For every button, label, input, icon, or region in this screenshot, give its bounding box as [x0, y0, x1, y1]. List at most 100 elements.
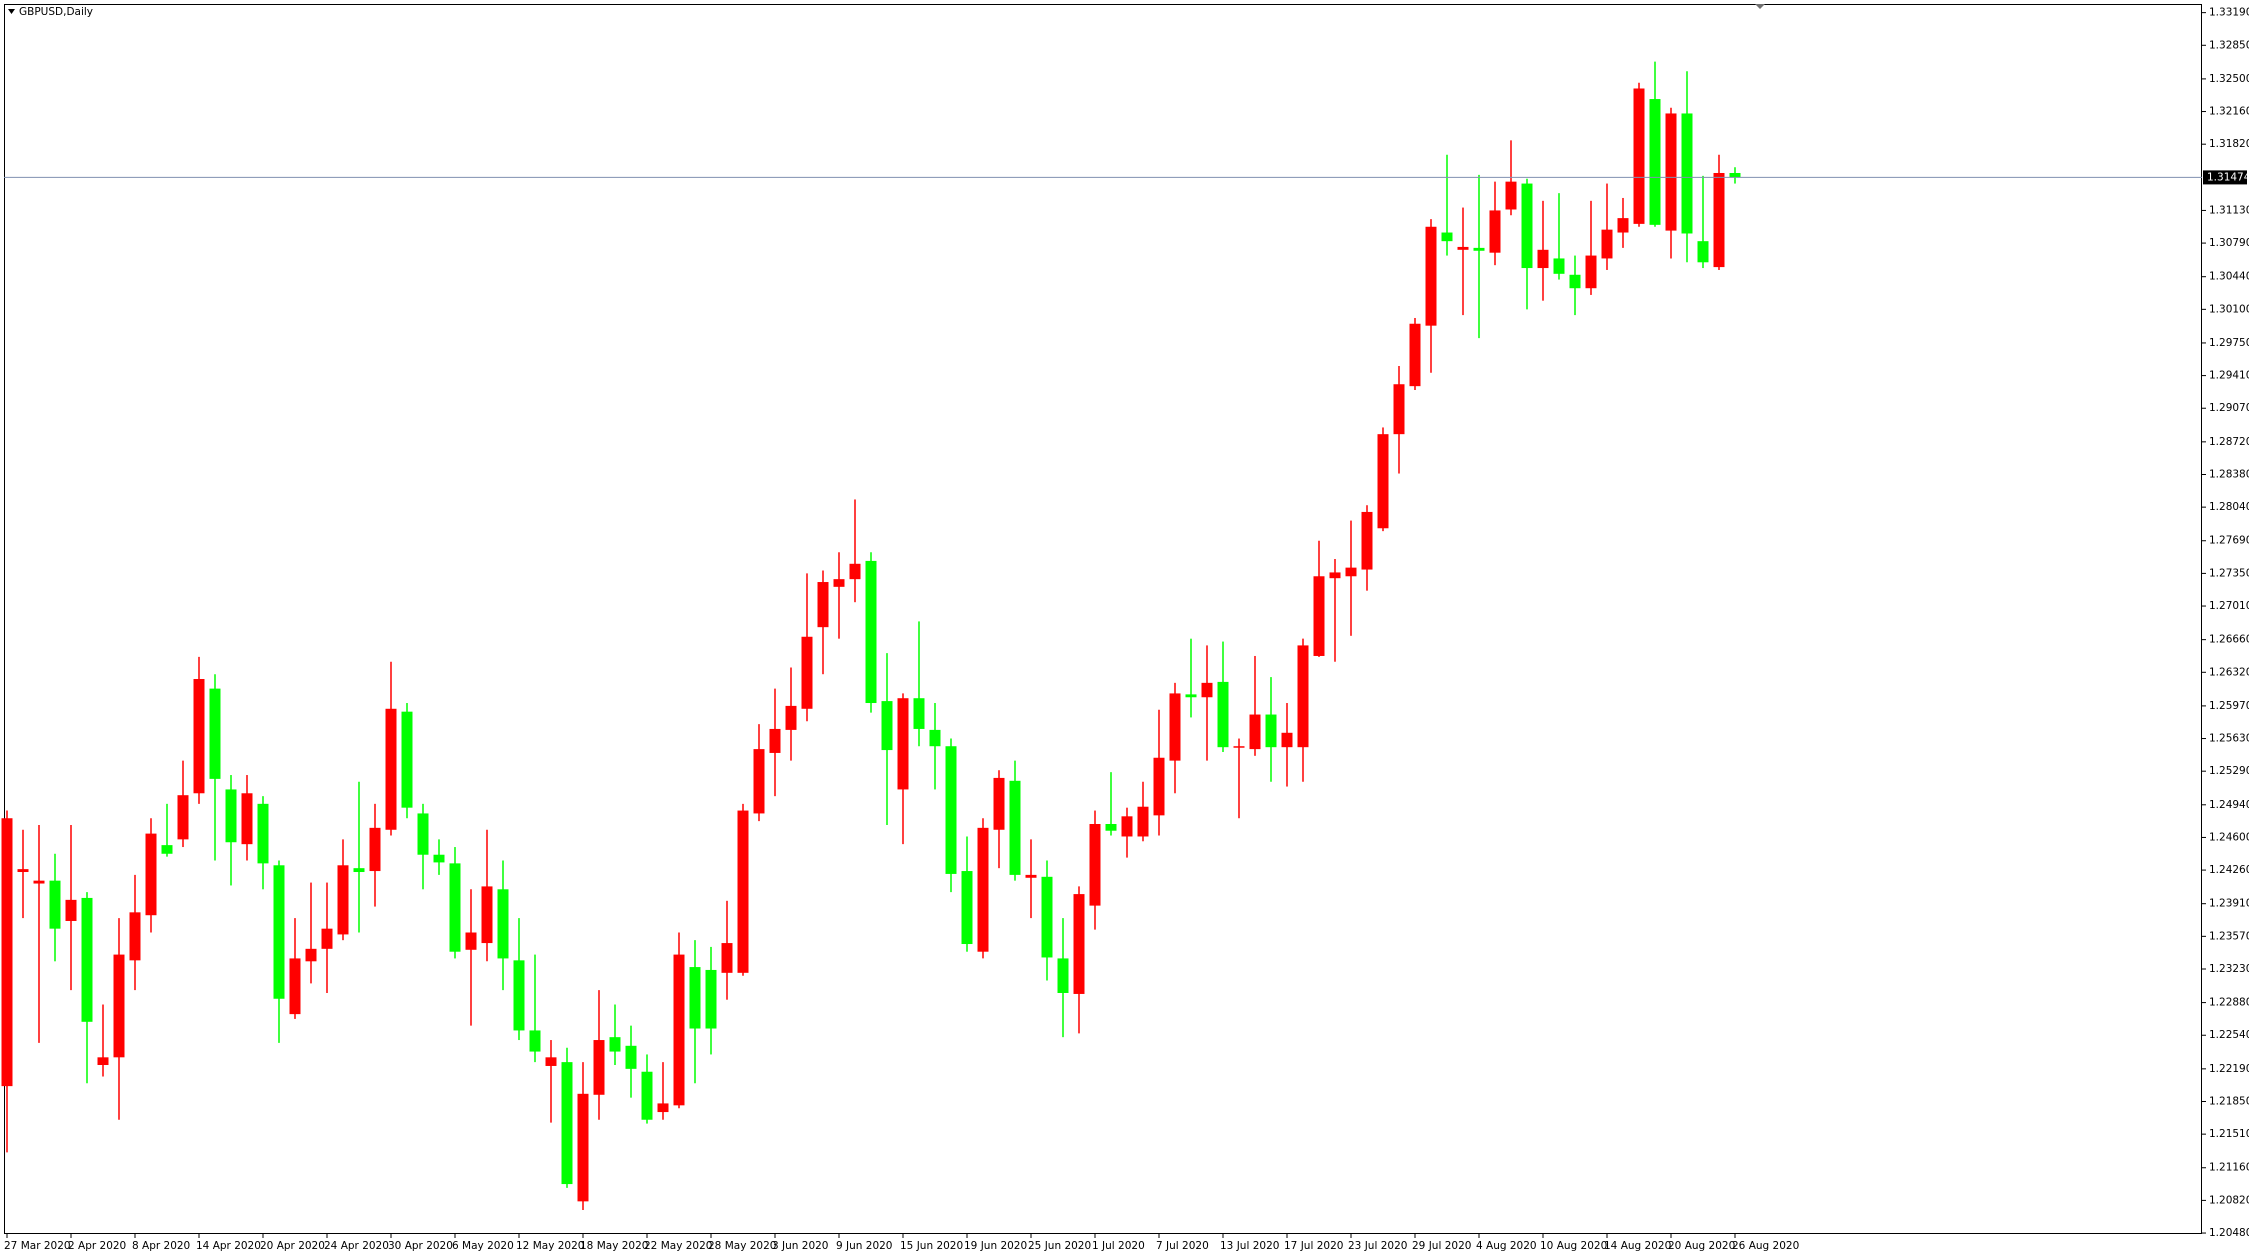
x-tick-label: 22 May 2020	[644, 1240, 712, 1252]
candle-body	[1425, 226, 1437, 326]
x-tick-label: 17 Jul 2020	[1284, 1240, 1343, 1252]
candle-body	[417, 813, 429, 855]
candle-body	[1233, 746, 1245, 748]
candle-body	[529, 1030, 541, 1052]
y-tick-label: 1.24260	[2209, 864, 2249, 876]
shift-marker	[1755, 4, 1765, 9]
y-tick-label: 1.32500	[2209, 73, 2249, 85]
candle-body	[913, 698, 925, 729]
candle-body	[1073, 894, 1085, 994]
candle-body	[561, 1062, 573, 1185]
y-tick-label: 1.20820	[2209, 1194, 2249, 1206]
candle-body	[1713, 172, 1725, 268]
plot-frame	[4, 4, 2202, 1234]
chart-title: GBPUSD,Daily	[19, 6, 93, 18]
candle-body	[1, 818, 13, 1087]
candle-body	[1409, 323, 1421, 387]
y-tick-label: 1.24940	[2209, 799, 2249, 811]
x-tick-label: 14 Aug 2020	[1604, 1240, 1671, 1252]
y-tick-label: 1.32850	[2209, 39, 2249, 51]
candle-body	[625, 1045, 637, 1069]
candle-body	[385, 708, 397, 830]
x-tick-label: 7 Jul 2020	[1156, 1240, 1209, 1252]
candle-body	[1201, 682, 1213, 698]
candle-body	[737, 810, 749, 973]
x-tick-label: 24 Apr 2020	[324, 1240, 389, 1252]
candle-body	[1729, 172, 1741, 178]
candle-body	[1281, 732, 1293, 748]
price-label-box	[2203, 170, 2247, 185]
candle-body	[209, 688, 221, 779]
y-tick-label: 1.21160	[2209, 1162, 2249, 1174]
candle-body	[1137, 806, 1149, 837]
candle-body	[113, 954, 125, 1058]
y-tick-label: 1.22540	[2209, 1029, 2249, 1041]
candle-body	[193, 679, 205, 794]
x-tick-label: 10 Aug 2020	[1540, 1240, 1607, 1252]
x-tick-label: 12 May 2020	[516, 1240, 584, 1252]
candle-body	[1217, 681, 1229, 748]
y-tick-label: 1.28040	[2209, 501, 2249, 513]
candle-body	[849, 563, 861, 580]
x-tick-label: 28 May 2020	[708, 1240, 776, 1252]
y-tick-label: 1.23570	[2209, 930, 2249, 942]
x-tick-label: 15 Jun 2020	[900, 1240, 963, 1252]
y-tick-label: 1.33190	[2209, 7, 2249, 19]
candle-body	[1505, 181, 1517, 210]
candle-body	[1665, 113, 1677, 231]
candle-body	[1361, 511, 1373, 570]
x-tick-label: 9 Jun 2020	[836, 1240, 892, 1252]
y-tick-label: 1.30100	[2209, 303, 2249, 315]
x-tick-label: 25 Jun 2020	[1028, 1240, 1091, 1252]
candle-body	[1297, 645, 1309, 748]
candle-body	[1121, 816, 1133, 837]
x-tick-label: 26 Aug 2020	[1732, 1240, 1799, 1252]
candle-body	[1569, 274, 1581, 289]
candle-body	[1521, 183, 1533, 269]
candle-body	[1553, 258, 1565, 274]
candle-body	[1089, 824, 1101, 906]
x-tick-label: 27 Mar 2020	[4, 1240, 71, 1252]
x-tick-label: 20 Aug 2020	[1668, 1240, 1735, 1252]
candle-body	[545, 1057, 557, 1066]
candle-body	[1537, 249, 1549, 269]
y-tick-label: 1.31130	[2209, 204, 2249, 216]
candle-body	[145, 833, 157, 916]
y-tick-label: 1.21850	[2209, 1095, 2249, 1107]
candle-body	[273, 865, 285, 999]
candle-body	[33, 880, 45, 884]
candle-body	[97, 1057, 109, 1066]
candle-body	[705, 969, 717, 1029]
candle-body	[353, 868, 365, 873]
candle-body	[1025, 874, 1037, 878]
candle-body	[657, 1103, 669, 1113]
candle-body	[449, 863, 461, 952]
candle-body	[177, 795, 189, 840]
y-tick-label: 1.29070	[2209, 402, 2249, 414]
candle-body	[337, 865, 349, 935]
candle-body	[817, 582, 829, 628]
y-tick-label: 1.27690	[2209, 535, 2249, 547]
candle-body	[289, 958, 301, 1015]
candle-body	[161, 845, 173, 854]
candle-body	[945, 746, 957, 874]
candle-body	[1393, 384, 1405, 435]
y-tick-label: 1.24600	[2209, 831, 2249, 843]
y-tick-label: 1.20480	[2209, 1227, 2249, 1239]
menu-arrow[interactable]	[8, 9, 15, 14]
candle-body	[1441, 232, 1453, 242]
y-tick-label: 1.21510	[2209, 1128, 2249, 1140]
candle-body	[977, 827, 989, 952]
candle-body	[1249, 714, 1261, 750]
candle-body	[609, 1037, 621, 1052]
candle-body	[369, 827, 381, 872]
candle-body	[641, 1071, 653, 1120]
candle-body	[481, 886, 493, 944]
y-tick-label: 1.29410	[2209, 370, 2249, 382]
candle-body	[721, 943, 733, 973]
candle-body	[689, 967, 701, 1029]
candle-body	[1185, 694, 1197, 698]
y-tick-label: 1.26320	[2209, 666, 2249, 678]
x-tick-label: 30 Apr 2020	[388, 1240, 453, 1252]
